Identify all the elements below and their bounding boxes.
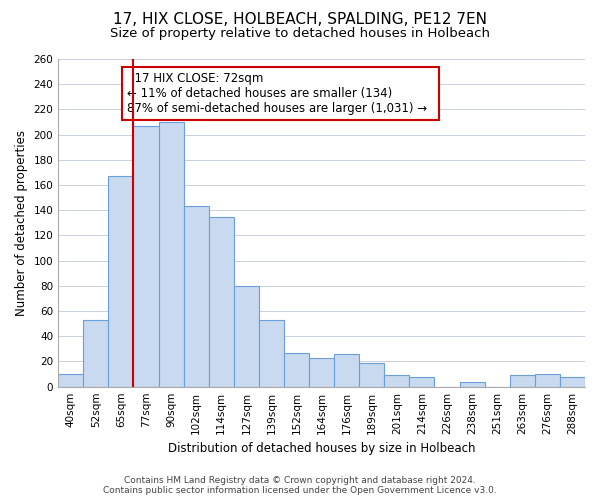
Bar — [560, 376, 585, 386]
Text: 17 HIX CLOSE: 72sqm
← 11% of detached houses are smaller (134)
87% of semi-detac: 17 HIX CLOSE: 72sqm ← 11% of detached ho… — [127, 72, 434, 115]
Bar — [83, 320, 109, 386]
Bar — [109, 176, 133, 386]
Bar — [158, 122, 184, 386]
Bar — [259, 320, 284, 386]
Bar — [284, 352, 309, 386]
Bar — [184, 206, 209, 386]
Bar — [359, 362, 385, 386]
Bar — [309, 358, 334, 386]
X-axis label: Distribution of detached houses by size in Holbeach: Distribution of detached houses by size … — [168, 442, 475, 455]
Bar — [334, 354, 359, 386]
Y-axis label: Number of detached properties: Number of detached properties — [15, 130, 28, 316]
Text: Size of property relative to detached houses in Holbeach: Size of property relative to detached ho… — [110, 28, 490, 40]
Bar — [234, 286, 259, 386]
Bar — [58, 374, 83, 386]
Bar — [510, 376, 535, 386]
Bar — [133, 126, 158, 386]
Bar — [209, 216, 234, 386]
Bar — [409, 376, 434, 386]
Text: 17, HIX CLOSE, HOLBEACH, SPALDING, PE12 7EN: 17, HIX CLOSE, HOLBEACH, SPALDING, PE12 … — [113, 12, 487, 28]
Text: Contains HM Land Registry data © Crown copyright and database right 2024.
Contai: Contains HM Land Registry data © Crown c… — [103, 476, 497, 495]
Bar — [460, 382, 485, 386]
Bar — [385, 376, 409, 386]
Bar — [535, 374, 560, 386]
